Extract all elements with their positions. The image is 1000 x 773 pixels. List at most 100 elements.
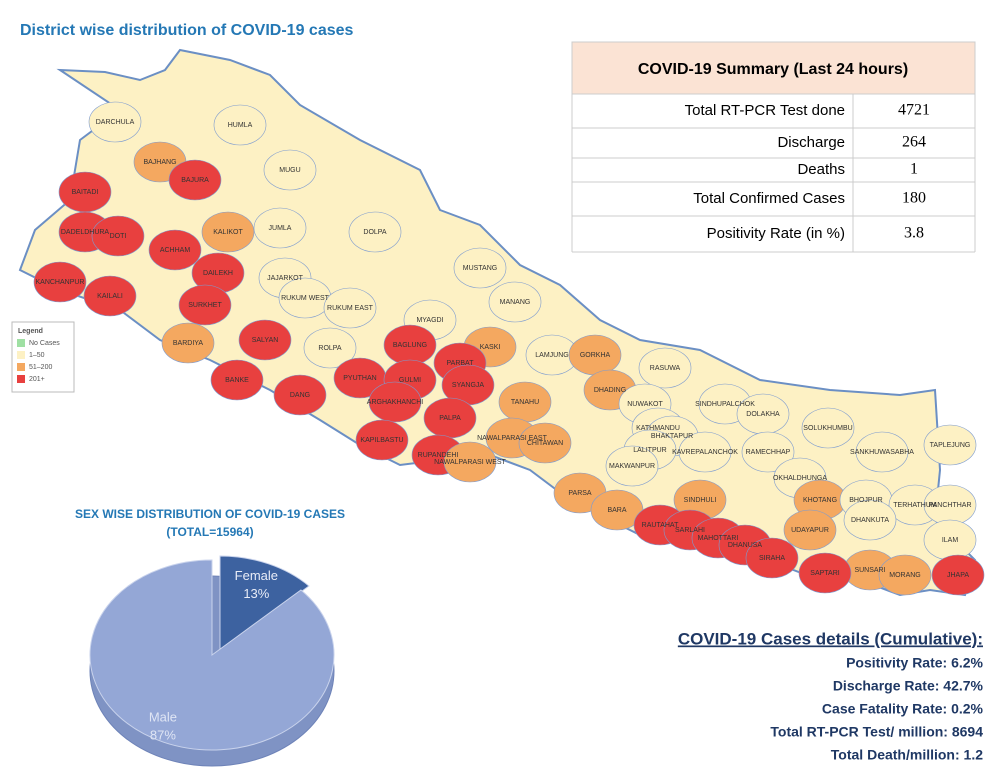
legend-label: 201+ <box>29 376 45 383</box>
district-label: KAPILBASTU <box>360 437 403 444</box>
district-label: LALITPUR <box>633 447 666 454</box>
pie-label: Female <box>235 568 278 583</box>
legend-swatch <box>17 339 25 347</box>
district-label: SANKHUWASABHA <box>850 449 914 456</box>
row-label: Deaths <box>797 161 845 178</box>
district-label: SURKHET <box>188 302 222 309</box>
row-label: Total Confirmed Cases <box>693 190 845 207</box>
district-area <box>741 431 795 473</box>
district-label: KAVREPALANCHOK <box>672 449 738 456</box>
district-area <box>801 407 855 449</box>
district-label: SINDHULI <box>684 497 717 504</box>
district-area <box>273 374 327 416</box>
cumulative-items: Positivity Rate: 6.2% Discharge Rate: 42.… <box>770 655 983 763</box>
district-label: SARLAHI <box>675 527 705 534</box>
legend-swatch <box>17 351 25 359</box>
district-area <box>213 104 267 146</box>
district-label: MUGU <box>279 167 300 174</box>
district-label: LAMJUNG <box>535 352 568 359</box>
district-labels: DARCHULA HUMLA BAJHANG BAJURA BAITADI MUGU DAD… <box>35 119 971 579</box>
district-label: JAJARKOT <box>267 275 304 282</box>
district-area <box>161 322 215 364</box>
district-area <box>923 424 977 466</box>
district-label: MORANG <box>889 572 921 579</box>
district-area <box>355 419 409 461</box>
district-area <box>518 422 572 464</box>
district-label: JHAPA <box>947 572 969 579</box>
district-area <box>443 441 497 483</box>
row-value: 264 <box>902 134 926 151</box>
district-label: PYUTHAN <box>343 375 376 382</box>
district-area <box>745 537 799 579</box>
row-label: Total RT-PCR Test done <box>685 102 845 119</box>
district-label: BANKE <box>225 377 249 384</box>
row-value: 180 <box>902 190 926 207</box>
district-label: RUPANDEHI <box>418 452 459 459</box>
legend-label: 1–50 <box>29 352 45 359</box>
district-area <box>88 101 142 143</box>
district-label: SIRAHA <box>759 555 785 562</box>
pie-slice <box>89 559 335 751</box>
district-area <box>488 281 542 323</box>
district-area <box>798 552 852 594</box>
cumulative-item: Positivity Rate: 6.2% <box>846 655 983 671</box>
district-label: BHOJPUR <box>849 497 882 504</box>
district-label: BARA <box>607 507 626 514</box>
summary-title: COVID-19 Summary (Last 24 hours) <box>638 61 908 78</box>
district-label: DHADING <box>594 387 626 394</box>
district-area <box>453 247 507 289</box>
district-label: TERHATHUM <box>893 502 937 509</box>
district-area <box>148 229 202 271</box>
district-label: GULMI <box>399 377 421 384</box>
district-label: KAILALI <box>97 293 123 300</box>
district-area <box>855 431 909 473</box>
district-label: MYAGDI <box>416 317 443 324</box>
district-area <box>638 347 692 389</box>
district-area <box>843 499 897 541</box>
district-label: ILAM <box>942 537 959 544</box>
district-area <box>878 554 932 596</box>
pie: Female 13% Male 87% <box>89 555 335 767</box>
cumulative-item: Total RT-PCR Test/ million: 8694 <box>770 724 983 740</box>
district-label: KALIKOT <box>213 229 243 236</box>
district-label: RAUTAHAT <box>642 522 679 529</box>
district-label: RUKUM WEST <box>281 295 330 302</box>
district-area <box>348 211 402 253</box>
district-label: KANCHANPUR <box>35 279 84 286</box>
district-label: PARBAT <box>447 360 475 367</box>
row-value: 4721 <box>898 102 930 119</box>
district-label: DOLAKHA <box>746 411 780 418</box>
district-fills <box>33 101 985 596</box>
district-label: MUSTANG <box>463 265 497 272</box>
row-value: 1 <box>910 161 918 178</box>
pie-subtitle: (TOTAL=15964) <box>166 525 253 539</box>
summary-header <box>571 41 976 95</box>
district-label: BARDIYA <box>173 340 204 347</box>
district-area <box>238 319 292 361</box>
summary-table: COVID-19 Summary (Last 24 hours) Total R… <box>571 41 976 253</box>
district-label: UDAYAPUR <box>791 527 829 534</box>
district-label: TAPLEJUNG <box>930 442 971 449</box>
district-label: DHANUSA <box>728 542 763 549</box>
district-label: DARCHULA <box>96 119 135 126</box>
district-area <box>33 261 87 303</box>
district-label: DADELDHURA <box>61 229 110 236</box>
legend-swatch <box>17 363 25 371</box>
district-label: RUKUM EAST <box>327 305 374 312</box>
district-area <box>678 431 732 473</box>
district-label: SALYAN <box>252 337 279 344</box>
district-label: BAGLUNG <box>393 342 427 349</box>
district-label: SOLUKHUMBU <box>803 425 852 432</box>
district-label: MAHOTTARI <box>698 535 739 542</box>
district-label: PARSA <box>568 490 592 497</box>
cumulative-item: Case Fatality Rate: 0.2% <box>822 701 984 717</box>
district-area <box>83 275 137 317</box>
legend-label: 51–200 <box>29 364 52 371</box>
district-label: MAKWANPUR <box>609 463 655 470</box>
district-label: ARGHAKHANCHI <box>367 399 423 406</box>
district-label: SYANGJA <box>452 382 484 389</box>
district-label: SUNSARI <box>854 567 885 574</box>
district-label: RAMECHHAP <box>746 449 791 456</box>
district-label: BHAKTAPUR <box>651 433 693 440</box>
pie-title: SEX WISE DISTRIBUTION OF COVID-19 CASES <box>75 507 345 521</box>
